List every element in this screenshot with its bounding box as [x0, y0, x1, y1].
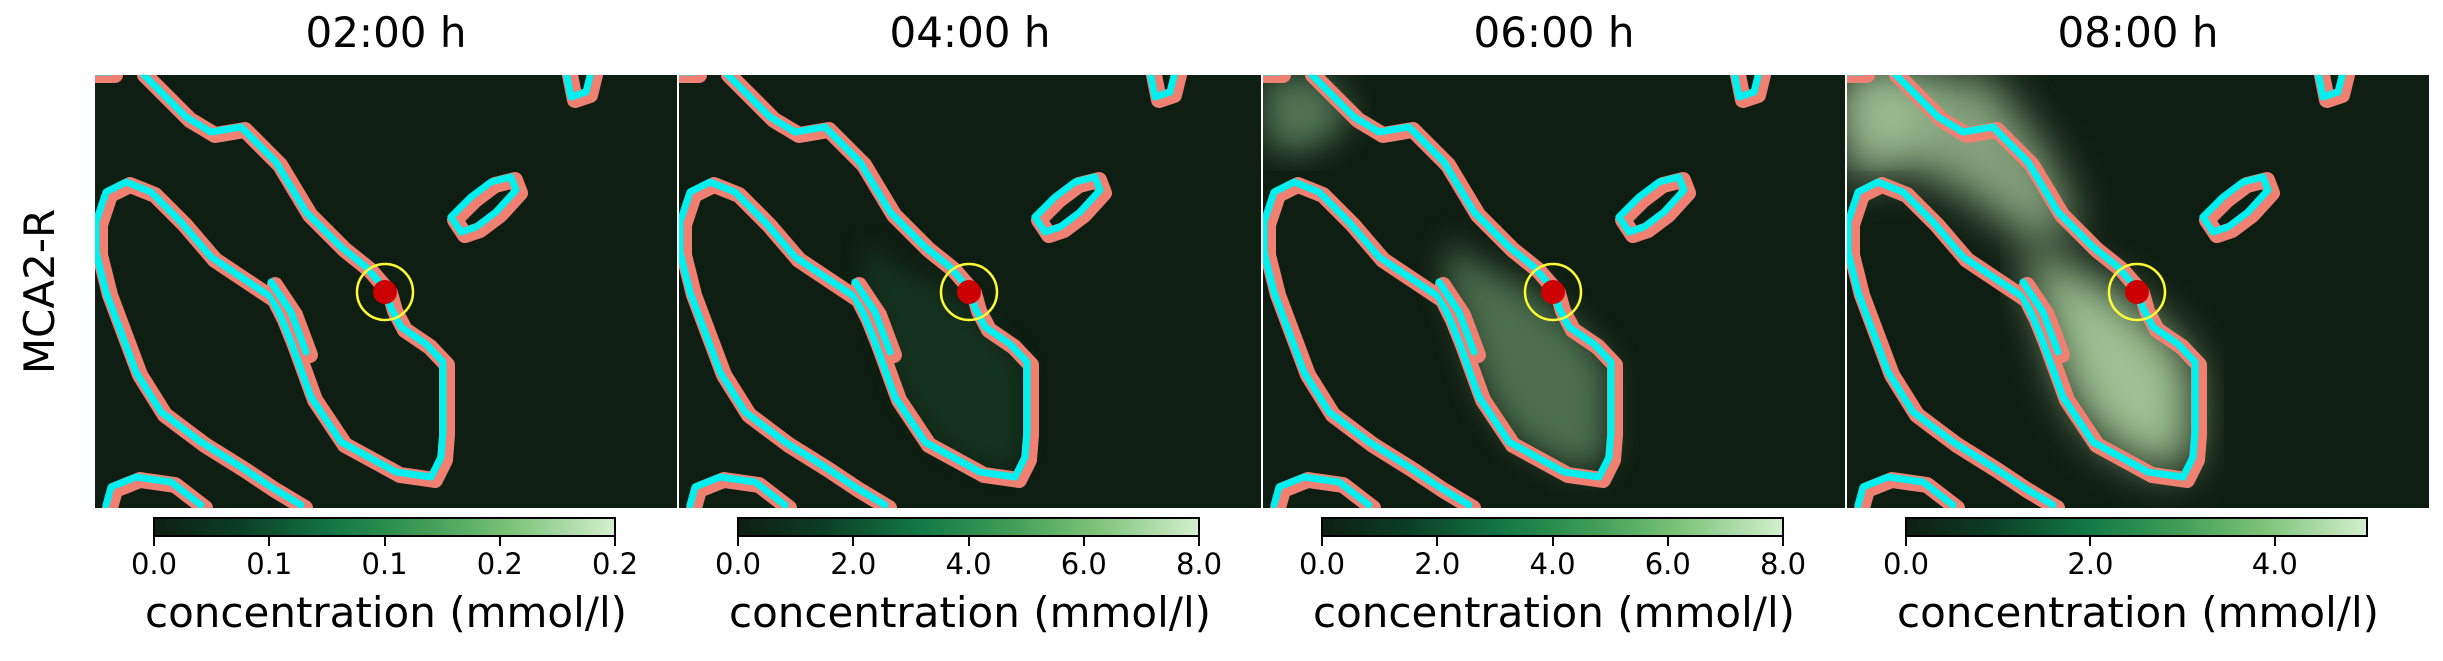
injection-ring: [939, 262, 999, 322]
colorbar-tick: [1782, 537, 1784, 546]
heatmap-svg: [95, 75, 677, 508]
heatmap-svg: [1847, 75, 2429, 508]
vessel-centerline: [1731, 75, 1762, 101]
vessel-centerline: [2315, 75, 2346, 101]
colorbar-tick-label: 0.1: [361, 547, 408, 581]
vessel-outline: [1031, 172, 1112, 243]
vessel-centerline: [1847, 75, 2199, 508]
colorbar-tick-label: 4.0: [2251, 547, 2298, 581]
heatmap-panel: [1263, 75, 1845, 508]
concentration-region: [2032, 240, 2192, 470]
colorbar-tick: [1198, 537, 1200, 546]
vessel-centerline: [95, 75, 310, 356]
y-axis-label-text: MCA2-R: [15, 208, 65, 375]
vessel-centerline: [563, 75, 594, 101]
colorbar-tick: [498, 537, 501, 546]
colorbar-tick-label: 2.0: [830, 547, 877, 581]
vessel-outline: [2199, 172, 2280, 243]
colorbar: [737, 517, 1200, 537]
colorbar-tick: [2273, 537, 2276, 546]
vessel-centerline: [1263, 75, 1478, 356]
colorbar-tick: [1321, 537, 1323, 546]
colorbar-tick: [614, 537, 616, 546]
colorbar-tick-label: 4.0: [945, 547, 992, 581]
colorbar-tick: [1436, 537, 1439, 546]
heatmap-panel: [679, 75, 1261, 508]
injection-ring: [1523, 262, 1583, 322]
colorbar-tick-label: 2.0: [2067, 547, 2114, 581]
concentration-upper-region: [1847, 75, 2077, 245]
vessel-centerline: [1031, 173, 1104, 236]
colorbar-tick: [153, 537, 155, 546]
colorbar-tick: [967, 537, 970, 546]
vessel-centerline: [679, 75, 894, 356]
colorbar-tick: [1905, 537, 1907, 546]
colorbar-tick-label: 0.1: [246, 547, 293, 581]
injection-ring: [355, 262, 415, 322]
colorbar-tick: [1666, 537, 1669, 546]
injection-point: [957, 280, 981, 304]
colorbar-tick-label: 0.2: [476, 547, 523, 581]
injection-point: [2125, 280, 2149, 304]
vessel-outline: [447, 172, 528, 243]
panel-title: 02:00 h: [305, 8, 467, 57]
colorbar: [1321, 517, 1784, 537]
colorbar-tick-label: 0.0: [1882, 547, 1930, 581]
vessel-centerline: [679, 75, 1031, 508]
vessel-centerline: [1147, 75, 1178, 101]
vessel-centerline: [2199, 173, 2272, 236]
vessel-centerline: [1847, 75, 2062, 356]
vessel-centerline: [95, 75, 447, 508]
colorbar-label: concentration (mmol/l): [728, 588, 1211, 637]
injection-point: [373, 280, 397, 304]
colorbar-tick: [737, 537, 739, 546]
panel-title: 08:00 h: [2057, 8, 2219, 57]
colorbar-tick-label: 0.0: [130, 547, 178, 581]
colorbar-tick-label: 0.0: [1298, 547, 1346, 581]
colorbar-tick-label: 8.0: [1759, 547, 1807, 581]
colorbar-tick-label: 2.0: [1414, 547, 1461, 581]
vessel-centerline: [1263, 75, 1615, 508]
heatmap-panel: [1847, 75, 2429, 508]
colorbar: [1905, 517, 2368, 537]
colorbar-tick: [852, 537, 855, 546]
colorbar-label: concentration (mmol/l): [1312, 588, 1795, 637]
colorbar-tick-label: 6.0: [1644, 547, 1691, 581]
heatmap-svg: [679, 75, 1261, 508]
colorbar-tick: [2089, 537, 2092, 546]
vessel-centerline: [1270, 473, 1373, 508]
vessel-outline: [1615, 172, 1696, 243]
colorbar-label: concentration (mmol/l): [144, 588, 627, 637]
colorbar-tick-label: 8.0: [1175, 547, 1223, 581]
colorbar-tick: [1551, 537, 1554, 546]
colorbar-tick-label: 0.2: [591, 547, 639, 581]
injection-ring: [2107, 262, 2167, 322]
colorbar-label: concentration (mmol/l): [1896, 588, 2379, 637]
colorbar-tick: [383, 537, 386, 546]
heatmap-panel: [95, 75, 677, 508]
colorbar-tick-label: 6.0: [1060, 547, 1107, 581]
concentration-region: [1448, 240, 1608, 470]
panel-title: 06:00 h: [1473, 8, 1635, 57]
colorbar-tick: [268, 537, 271, 546]
y-axis-label: MCA2-R: [0, 75, 80, 508]
panel-title: 04:00 h: [889, 8, 1051, 57]
colorbar-tick: [1082, 537, 1085, 546]
colorbar-tick-label: 0.0: [714, 547, 762, 581]
vessel-centerline: [1854, 473, 1957, 508]
vessel-centerline: [102, 473, 205, 508]
vessel-centerline: [686, 473, 789, 508]
colorbar: [153, 517, 616, 537]
vessel-centerline: [1615, 173, 1688, 236]
colorbar-tick-label: 4.0: [1529, 547, 1576, 581]
vessel-centerline: [447, 173, 520, 236]
injection-point: [1541, 280, 1565, 304]
heatmap-svg: [1263, 75, 1845, 508]
concentration-region: [864, 240, 1024, 470]
